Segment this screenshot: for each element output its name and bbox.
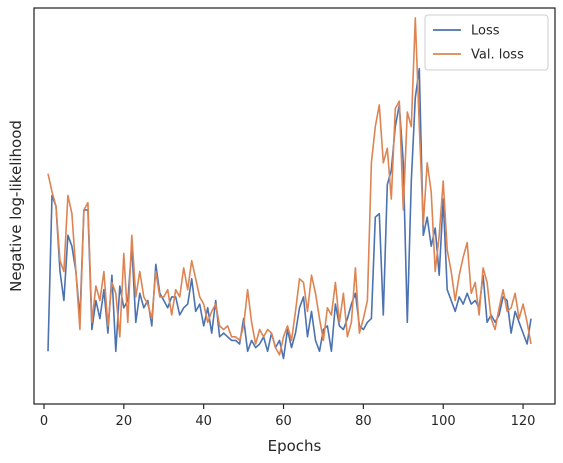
x-axis-label: Epochs	[268, 437, 322, 455]
x-tick-label: 80	[355, 414, 372, 429]
legend-label-loss: Loss	[471, 24, 500, 39]
x-tick-label: 40	[195, 414, 212, 429]
x-axis-ticks: 0 20 40 60 80 100 120	[40, 404, 536, 429]
series-lines	[47, 17, 532, 360]
series-line-val-loss	[47, 17, 532, 356]
x-tick-label: 120	[511, 414, 536, 429]
x-tick-label: 60	[275, 414, 292, 429]
plot-frame	[33, 7, 556, 405]
x-tick-label: 0	[40, 414, 48, 429]
legend: Loss Val. loss	[424, 14, 549, 71]
x-tick-label: 20	[116, 414, 133, 429]
y-axis-label: Negative log-likelihood	[7, 120, 25, 292]
x-tick-label: 100	[431, 414, 456, 429]
legend-box	[424, 14, 549, 71]
legend-label-val-loss: Val. loss	[471, 48, 524, 63]
